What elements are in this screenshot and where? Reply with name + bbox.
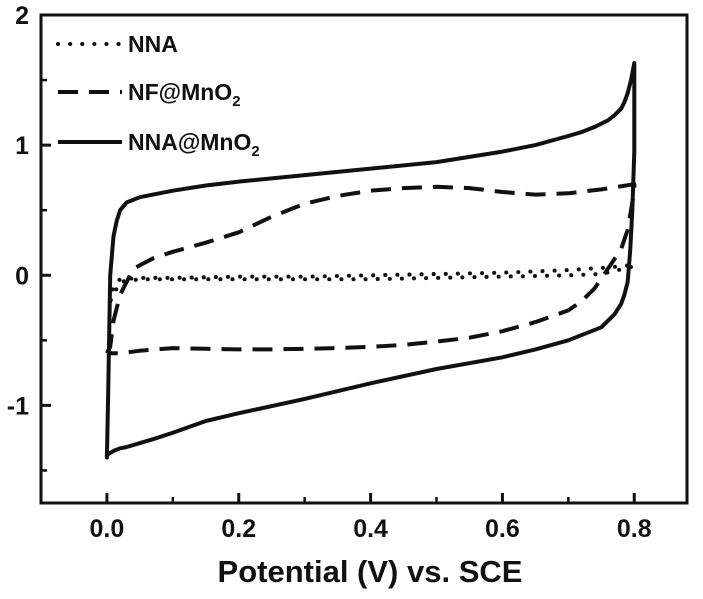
x-tick-label: 0.4 bbox=[353, 515, 388, 543]
legend-item-nna-mno2: NNA@MnO2 bbox=[58, 129, 260, 160]
x-tick-label: 0.2 bbox=[221, 515, 256, 543]
series-layer bbox=[104, 61, 637, 460]
y-tick-label: 2 bbox=[15, 2, 29, 30]
legend-item-nf-mno2: NF@MnO2 bbox=[58, 79, 241, 110]
x-tick-label: 0.8 bbox=[617, 515, 652, 543]
y-tick-label: 0 bbox=[15, 262, 29, 290]
x-tick-label: 0.6 bbox=[485, 515, 520, 543]
tick-label-layer: 0.0 0.2 0.4 0.6 0.8 -1 0 1 2 bbox=[7, 2, 652, 543]
legend-label-nf-mno2: NF@MnO2 bbox=[128, 79, 241, 110]
tick-layer bbox=[39, 13, 636, 503]
legend-label-nna-mno2: NNA@MnO2 bbox=[128, 129, 260, 160]
legend-label-nna: NNA bbox=[128, 31, 178, 57]
y-tick-label: 1 bbox=[15, 132, 29, 160]
series-line-nna-mno2 bbox=[104, 61, 637, 460]
series-line-nna bbox=[108, 262, 637, 304]
plot-frame bbox=[39, 13, 689, 505]
series-line-nf-mno2 bbox=[105, 182, 637, 356]
legend: NNA NF@MnO2 NNA@MnO2 bbox=[56, 31, 260, 160]
x-axis-label: Potential (V) vs. SCE bbox=[218, 554, 523, 589]
legend-item-nna: NNA bbox=[56, 31, 178, 57]
y-tick-label: -1 bbox=[7, 392, 29, 420]
x-tick-label: 0.0 bbox=[90, 515, 125, 543]
